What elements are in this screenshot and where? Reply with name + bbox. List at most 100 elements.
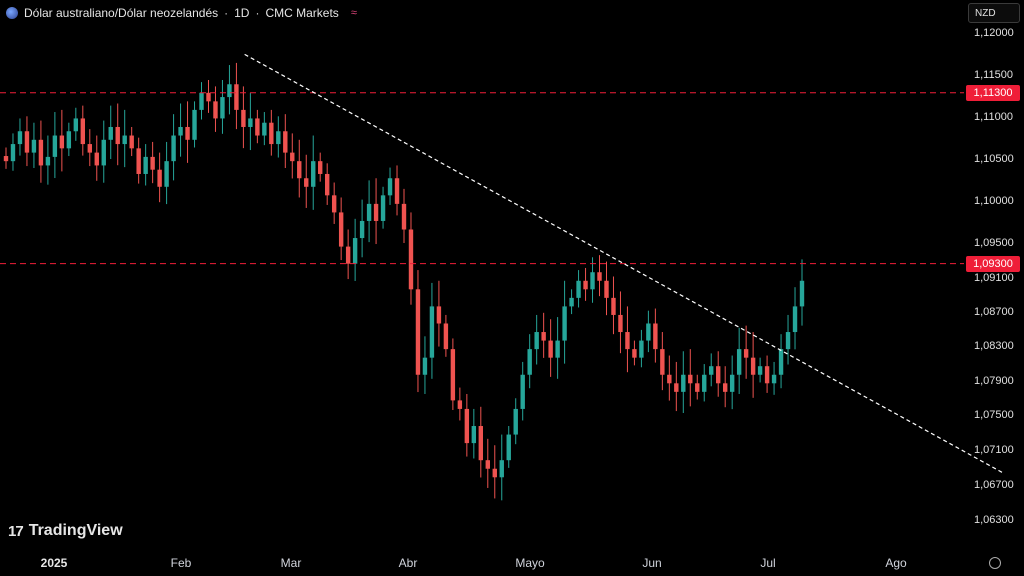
candle[interactable] (422, 336, 428, 394)
candle[interactable] (241, 86, 246, 149)
candle[interactable] (415, 270, 421, 393)
tradingview-logo[interactable]: 17 TradingView (8, 522, 123, 540)
candle[interactable] (562, 280, 567, 364)
candle[interactable] (695, 374, 700, 400)
interval-label[interactable]: 1D (234, 6, 250, 20)
candle[interactable] (709, 353, 714, 387)
candle[interactable] (248, 92, 253, 151)
candle[interactable] (94, 135, 99, 181)
candle[interactable] (450, 338, 456, 410)
candle[interactable] (324, 163, 330, 205)
candle[interactable] (478, 406, 484, 478)
candle[interactable] (345, 229, 351, 280)
candle[interactable] (401, 188, 407, 243)
candle[interactable] (24, 116, 30, 167)
candle[interactable] (667, 355, 672, 401)
candle[interactable] (743, 325, 749, 379)
candle[interactable] (206, 79, 211, 113)
candle[interactable] (618, 291, 623, 354)
settings-icon[interactable] (989, 557, 1001, 569)
candle[interactable] (604, 261, 609, 316)
candle[interactable] (764, 355, 770, 393)
candle[interactable] (199, 82, 204, 120)
candle[interactable] (394, 165, 400, 216)
candle[interactable] (569, 289, 574, 315)
candle[interactable] (499, 434, 504, 501)
candle[interactable] (471, 408, 477, 459)
candle[interactable] (380, 186, 386, 229)
currency-selector[interactable]: NZD (968, 3, 1020, 23)
candle[interactable] (443, 314, 449, 357)
candle[interactable] (101, 120, 106, 183)
candle[interactable] (45, 135, 51, 185)
candle[interactable] (318, 152, 323, 182)
candle[interactable] (729, 355, 735, 410)
candle[interactable] (164, 141, 169, 205)
candle[interactable] (66, 122, 72, 157)
candle[interactable] (660, 332, 665, 391)
candle[interactable] (625, 306, 630, 373)
candle[interactable] (785, 314, 791, 365)
candle[interactable] (150, 141, 155, 184)
candle[interactable] (290, 133, 295, 179)
candle[interactable] (157, 152, 162, 203)
candle[interactable] (534, 314, 539, 365)
candle[interactable] (750, 332, 756, 398)
candle[interactable] (736, 327, 742, 394)
candle[interactable] (311, 135, 316, 210)
candle[interactable] (213, 86, 218, 132)
candle[interactable] (597, 255, 602, 297)
candle[interactable] (541, 312, 546, 358)
candle[interactable] (527, 334, 532, 389)
candle[interactable] (31, 122, 37, 168)
candle[interactable] (492, 445, 497, 499)
candle[interactable] (283, 114, 288, 168)
candle[interactable] (722, 366, 728, 408)
candle[interactable] (338, 197, 344, 261)
candle[interactable] (632, 340, 637, 366)
candle[interactable] (331, 182, 337, 224)
candle[interactable] (10, 133, 16, 171)
candle[interactable] (646, 310, 651, 353)
candle[interactable] (457, 387, 463, 421)
trendline[interactable] (244, 53, 1004, 474)
candle[interactable] (17, 118, 23, 156)
candle[interactable] (255, 109, 260, 144)
candle[interactable] (513, 398, 518, 445)
candle[interactable] (639, 329, 644, 368)
candle[interactable] (359, 199, 365, 258)
candle[interactable] (653, 308, 658, 363)
candle[interactable] (220, 79, 225, 134)
candle[interactable] (192, 101, 197, 148)
candle[interactable] (674, 361, 679, 412)
candle[interactable] (429, 282, 435, 379)
candle[interactable] (129, 126, 134, 157)
candle[interactable] (681, 351, 686, 413)
candle[interactable] (234, 62, 239, 130)
candle[interactable] (436, 280, 442, 347)
candle[interactable] (52, 112, 58, 179)
candle[interactable] (115, 103, 120, 166)
symbol-name[interactable]: Dólar australiano/Dólar neozelandés (24, 6, 219, 20)
candle[interactable] (611, 276, 616, 335)
candle[interactable] (583, 267, 588, 301)
candle[interactable] (87, 129, 92, 167)
candle[interactable] (792, 287, 798, 350)
candle[interactable] (716, 351, 721, 397)
candle[interactable] (506, 426, 511, 468)
candle[interactable] (59, 109, 65, 172)
candle[interactable] (143, 144, 148, 186)
candle[interactable] (227, 65, 232, 115)
candle[interactable] (171, 114, 176, 181)
candle[interactable] (757, 357, 763, 383)
candle[interactable] (799, 259, 805, 326)
candle[interactable] (771, 361, 777, 395)
candle[interactable] (73, 107, 79, 141)
candle[interactable] (408, 212, 414, 305)
candle[interactable] (387, 167, 393, 205)
candle[interactable] (136, 137, 141, 184)
candle[interactable] (520, 361, 525, 421)
candle[interactable] (269, 109, 274, 156)
candle[interactable] (262, 112, 267, 146)
